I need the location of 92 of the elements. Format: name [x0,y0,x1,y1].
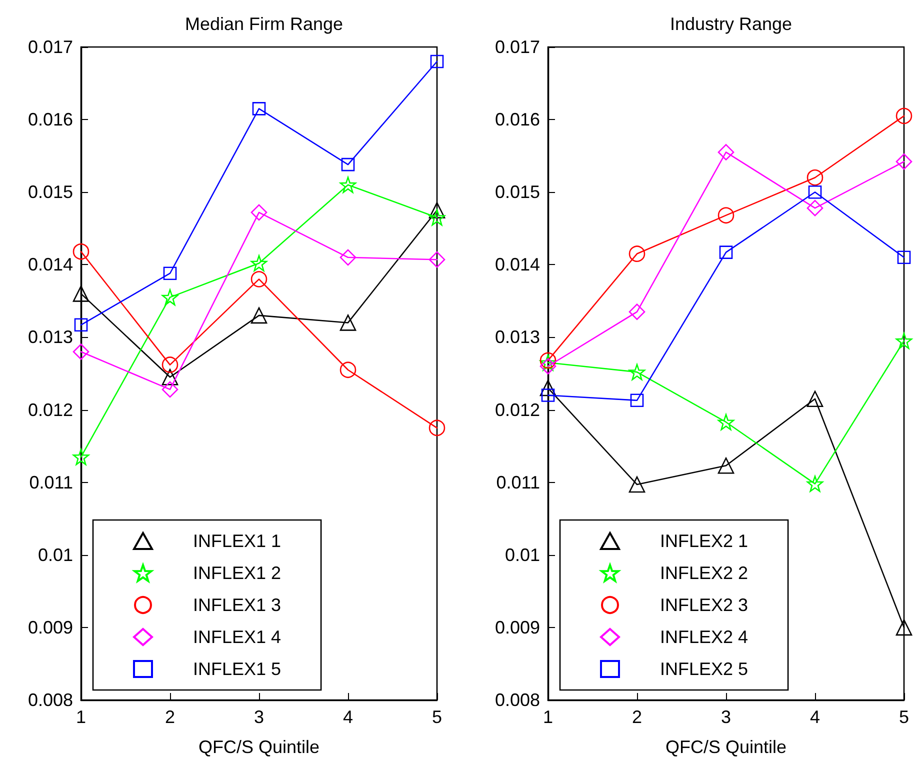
y-tick-label: 0.01 [38,544,73,565]
point [541,388,555,402]
point [340,176,356,194]
point [806,390,824,408]
point [72,286,90,302]
point [74,318,88,332]
point [806,169,824,186]
y-tick-label: 0.017 [28,37,73,57]
point [162,381,178,398]
legend-label: INFLEX1 2 [193,563,282,583]
y-tick-label: 0.009 [494,617,540,638]
x-axis-title: QFC/S Quintile [198,737,320,757]
point [430,54,444,68]
legend-label: INFLEX2 2 [660,563,748,583]
point [628,304,646,320]
y-tick-label: 0.011 [496,472,540,492]
legend-label: INFLEX2 3 [660,595,748,615]
y-tick-label: 0.008 [494,690,540,710]
point [250,307,268,324]
y-tick-label: 0.008 [28,690,73,710]
y-tick-label: 0.012 [494,400,540,420]
point [628,476,646,493]
point [896,619,912,636]
y-tick-label: 0.015 [494,182,540,202]
point [250,255,268,272]
point [250,271,268,288]
point [628,364,646,380]
point [252,102,266,116]
point [630,394,644,407]
x-tick-label: 5 [432,707,442,727]
chart-title: Median Firm Range [184,14,344,34]
point [72,243,90,260]
legend-label: INFLEX1 3 [193,595,282,615]
y-tick-label: 0.017 [494,37,540,57]
point [719,246,733,259]
legend-label: INFLEX2 5 [660,659,748,679]
legend-label: INFLEX2 1 [660,531,748,551]
legend-label: INFLEX1 1 [193,531,282,551]
point [428,420,446,436]
point [162,356,178,373]
legend-label: INFLEX1 4 [193,627,282,647]
point [428,202,446,218]
point [162,368,178,386]
y-tick-label: 0.009 [28,617,73,638]
y-tick-label: 0.013 [494,327,540,348]
legend-label: INFLEX2 4 [660,627,748,647]
y-tick-label: 0.013 [28,327,73,348]
legend-label: INFLEX1 5 [193,659,282,679]
x-tick-label: 4 [810,707,820,727]
y-tick-label: 0.014 [494,254,540,275]
x-tick-label: 4 [342,707,354,727]
x-tick-label: 3 [720,707,732,727]
chart-title: Industry Range [670,14,792,34]
point [896,332,912,349]
point [540,380,556,396]
point [250,204,268,221]
point [806,476,824,492]
point [340,249,356,266]
x-tick-label: 2 [164,707,176,727]
point [163,266,177,280]
point [162,289,178,306]
x-tick-label: 2 [632,707,642,727]
y-tick-label: 0.016 [28,110,73,130]
y-tick-label: 0.01 [504,544,540,565]
x-axis-title: QFC/S Quintile [665,737,787,757]
point [540,358,556,374]
point [806,200,824,216]
point [72,448,90,466]
point [340,314,356,331]
point [428,209,446,226]
x-tick-label: 1 [542,707,554,727]
point [628,246,646,262]
point [897,250,911,264]
y-tick-label: 0.014 [28,254,73,275]
point [718,207,734,224]
point [808,185,822,199]
x-tick-label: 1 [76,707,86,727]
point [428,251,446,268]
point [718,457,734,474]
point [718,414,734,430]
x-tick-label: 3 [254,707,264,727]
x-tick-label: 5 [898,707,910,727]
point [896,108,912,124]
y-tick-label: 0.012 [28,400,73,420]
y-tick-label: 0.015 [28,182,73,202]
point [896,153,912,170]
y-tick-label: 0.016 [494,110,540,130]
y-tick-label: 0.011 [29,472,73,492]
point [72,344,90,360]
point [341,158,355,172]
point [340,362,356,378]
point [718,144,734,160]
